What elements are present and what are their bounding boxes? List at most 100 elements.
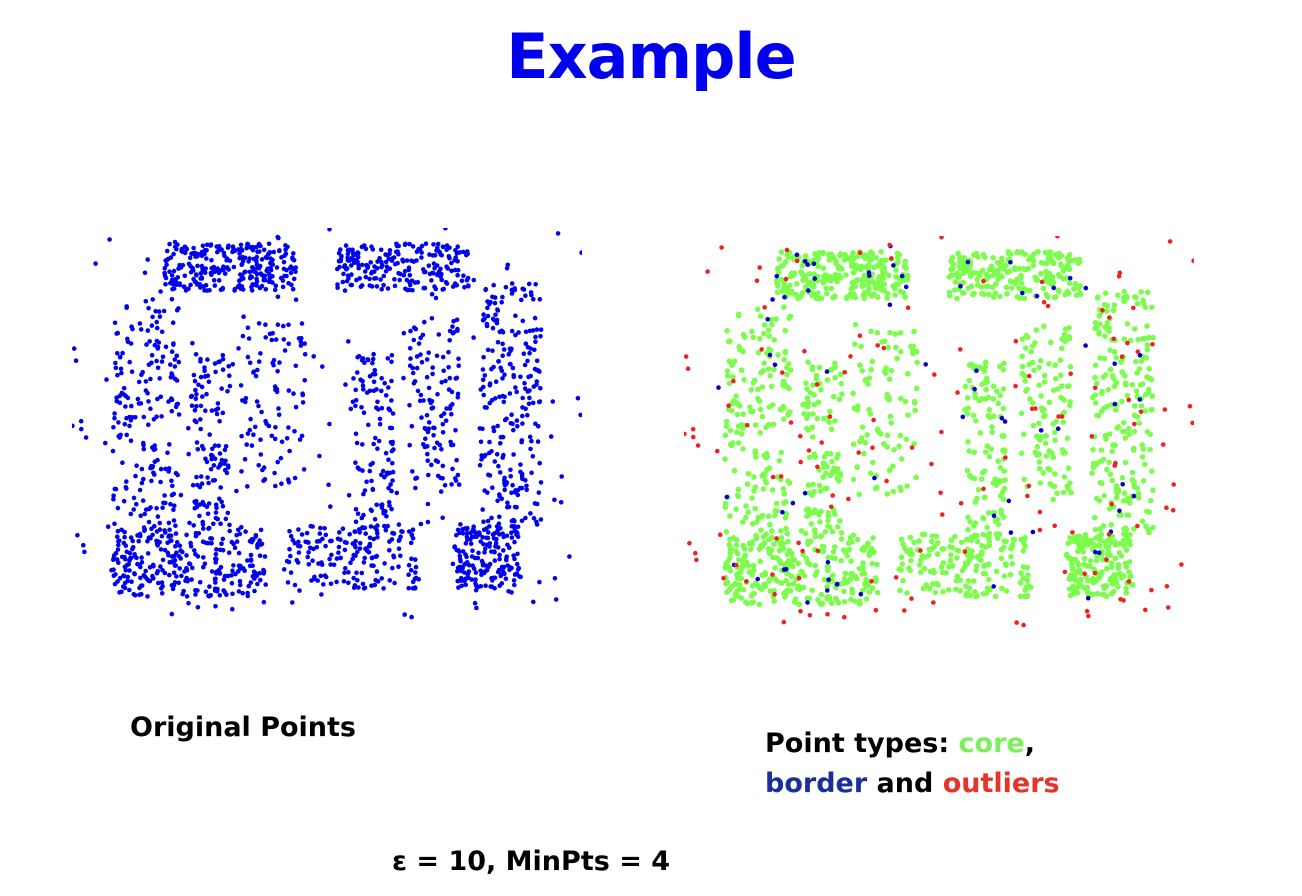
outlier-point bbox=[955, 390, 960, 395]
core-point bbox=[733, 393, 739, 399]
core-point bbox=[724, 328, 730, 334]
original-point bbox=[279, 439, 285, 445]
core-point bbox=[1000, 386, 1007, 392]
original-point bbox=[439, 447, 444, 452]
core-point bbox=[1038, 405, 1045, 411]
original-point bbox=[186, 451, 191, 457]
core-point bbox=[812, 454, 819, 460]
original-point bbox=[434, 263, 440, 268]
outlier-point bbox=[1117, 270, 1123, 276]
border-point bbox=[1083, 285, 1089, 291]
core-point bbox=[1123, 526, 1130, 533]
original-point bbox=[241, 566, 246, 571]
border-point bbox=[1137, 352, 1143, 358]
original-point bbox=[300, 400, 306, 405]
original-point bbox=[272, 470, 277, 476]
original-point bbox=[455, 391, 461, 397]
original-point bbox=[194, 474, 199, 480]
original-point bbox=[145, 594, 150, 599]
core-point bbox=[1076, 545, 1083, 551]
outlier-point bbox=[1119, 354, 1125, 359]
original-point bbox=[230, 362, 235, 367]
original-point bbox=[353, 397, 359, 403]
core-point bbox=[1041, 379, 1048, 385]
original-point bbox=[501, 347, 507, 352]
core-point bbox=[839, 391, 845, 397]
original-point bbox=[389, 258, 395, 263]
original-point bbox=[141, 414, 147, 420]
core-point bbox=[852, 341, 858, 347]
border-point bbox=[991, 513, 997, 518]
original-point bbox=[538, 334, 543, 339]
original-point bbox=[343, 243, 349, 248]
core-point bbox=[897, 587, 903, 594]
core-point bbox=[887, 413, 894, 420]
original-point bbox=[489, 515, 494, 521]
original-point bbox=[458, 522, 463, 527]
core-point bbox=[735, 493, 742, 500]
original-point bbox=[291, 251, 296, 256]
original-point bbox=[219, 541, 224, 546]
core-point bbox=[750, 599, 757, 605]
original-point bbox=[335, 266, 340, 272]
original-point bbox=[511, 427, 516, 433]
core-point bbox=[812, 529, 818, 536]
core-point bbox=[959, 567, 966, 574]
core-point bbox=[870, 459, 876, 466]
core-point bbox=[1092, 325, 1098, 332]
core-point bbox=[1144, 347, 1151, 353]
core-point bbox=[967, 592, 974, 599]
original-point bbox=[223, 444, 229, 449]
original-point bbox=[532, 315, 538, 321]
core-point bbox=[785, 412, 791, 418]
core-point bbox=[1067, 573, 1073, 579]
original-point bbox=[390, 565, 395, 571]
original-point bbox=[163, 500, 168, 506]
core-point bbox=[1040, 285, 1047, 292]
core-point bbox=[771, 541, 777, 547]
original-point bbox=[75, 533, 80, 538]
outlier-point bbox=[932, 372, 937, 377]
original-point bbox=[359, 244, 365, 250]
core-point bbox=[1120, 428, 1126, 435]
original-point bbox=[427, 397, 432, 403]
outlier-point bbox=[788, 420, 794, 425]
original-point bbox=[169, 408, 175, 414]
core-point bbox=[814, 415, 821, 422]
original-point bbox=[258, 351, 263, 356]
core-point bbox=[1122, 459, 1129, 466]
original-point bbox=[306, 562, 312, 567]
core-point bbox=[1133, 358, 1139, 365]
core-point bbox=[828, 426, 835, 433]
original-point bbox=[456, 363, 462, 368]
original-point bbox=[209, 569, 215, 574]
core-point bbox=[761, 360, 767, 366]
original-point bbox=[462, 285, 467, 290]
original-point bbox=[226, 550, 232, 555]
core-point bbox=[1108, 575, 1114, 581]
core-point bbox=[776, 547, 783, 554]
original-point bbox=[497, 470, 503, 475]
original-point bbox=[426, 420, 432, 425]
outlier-point bbox=[842, 370, 847, 375]
original-point bbox=[193, 592, 198, 597]
outlier-point bbox=[1013, 338, 1019, 344]
original-point bbox=[350, 247, 355, 253]
original-point bbox=[410, 527, 416, 532]
core-point bbox=[1115, 583, 1121, 590]
original-point bbox=[484, 535, 489, 541]
original-point bbox=[114, 395, 119, 400]
original-point bbox=[389, 506, 394, 512]
core-point bbox=[766, 578, 772, 584]
original-point bbox=[463, 582, 469, 588]
original-point bbox=[434, 353, 440, 359]
core-point bbox=[979, 267, 986, 274]
original-point bbox=[190, 482, 196, 488]
core-point bbox=[1001, 433, 1007, 439]
core-point bbox=[781, 405, 787, 411]
outlier-point bbox=[1170, 508, 1176, 513]
outlier-point bbox=[1162, 407, 1168, 412]
outlier-point bbox=[1167, 239, 1173, 244]
original-point bbox=[511, 452, 516, 457]
original-point bbox=[352, 529, 358, 534]
